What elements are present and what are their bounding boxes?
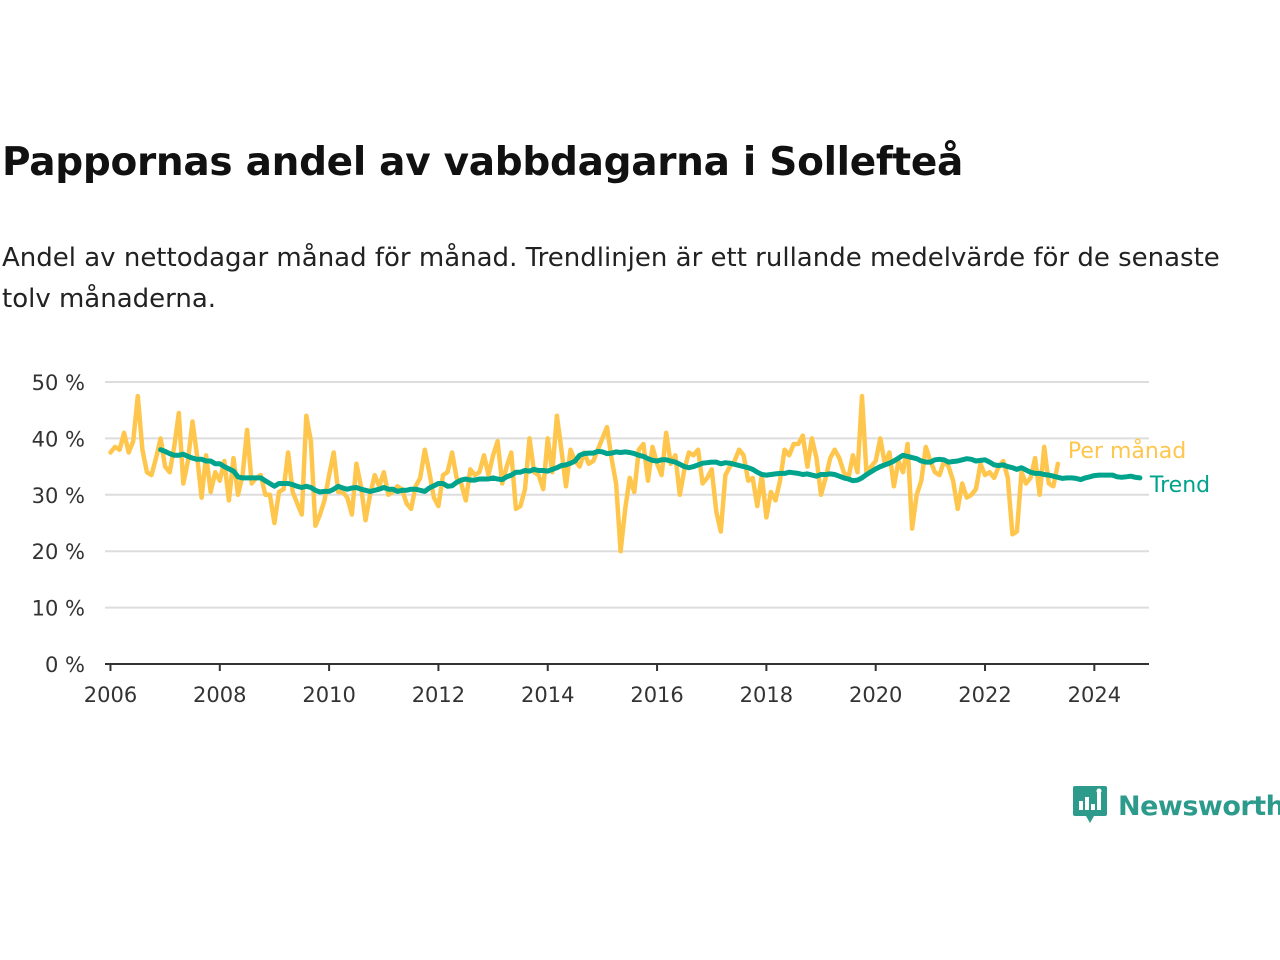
x-tick-label-2018: 2018: [740, 683, 793, 707]
x-tick-label-2006: 2006: [84, 683, 137, 707]
x-tick-label-2020: 2020: [849, 683, 902, 707]
x-axis: 2006 2008 2010 2012 2014 2016 2018 2020 2022 2024: [84, 663, 1149, 707]
series-line-per-manad: [108, 393, 1061, 554]
x-tick-label-2008: 2008: [193, 683, 246, 707]
newsworthy-logo-icon: [1073, 786, 1107, 823]
y-tick-label-0: 0 %: [45, 653, 85, 677]
x-tick-label-2010: 2010: [302, 683, 355, 707]
x-tick-label-2012: 2012: [412, 683, 465, 707]
newsworthy-wordmark: Newsworthy: [1118, 790, 1280, 822]
y-tick-label-40: 40 %: [32, 427, 85, 451]
series-lines: [108, 393, 1143, 554]
x-tick-label-2014: 2014: [521, 683, 574, 707]
line-chart: 0 % 10 % 20 % 30 % 40 % 50 % 2006 2008 2010 2012…: [32, 371, 1210, 707]
series-line-trend: [158, 447, 1143, 495]
x-tick-label-2022: 2022: [958, 683, 1011, 707]
x-tick-label-2016: 2016: [630, 683, 683, 707]
y-axis: 0 % 10 % 20 % 30 % 40 % 50 %: [32, 371, 85, 677]
series-label-per-manad: Per månad: [1068, 438, 1186, 464]
series-label-trend: Trend: [1149, 473, 1210, 498]
y-tick-label-20: 20 %: [32, 540, 85, 564]
series-labels: Per månad Trend: [1068, 438, 1210, 498]
x-tick-label-2024: 2024: [1068, 683, 1121, 707]
y-tick-label-50: 50 %: [32, 371, 85, 395]
y-tick-label-30: 30 %: [32, 484, 85, 508]
chart-subtitle: Andel av nettodagar månad för månad. Tre…: [2, 243, 1220, 314]
chart-title: Pappornas andel av vabbdagarna i Solleft…: [2, 140, 964, 185]
y-tick-label-10: 10 %: [32, 597, 85, 621]
newsworthy-logo: Newsworthy: [1072, 784, 1280, 828]
